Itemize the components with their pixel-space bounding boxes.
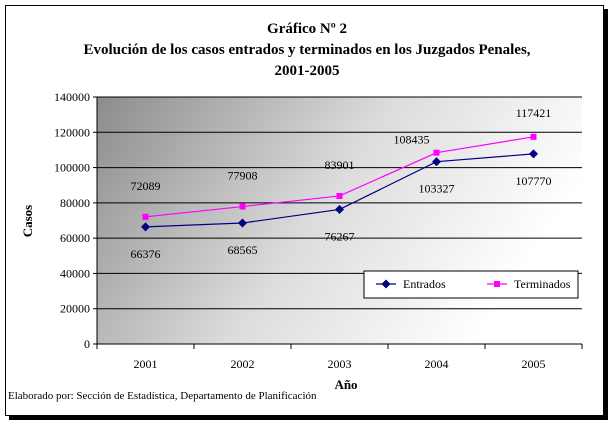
x-tick-label: 2003 [328, 357, 352, 371]
x-tick-labels: 2001 2002 2003 2004 2005 [134, 357, 546, 371]
marker-entrados [237, 218, 248, 228]
marker-terminados [494, 281, 500, 287]
y-tick-label: 100000 [54, 161, 90, 175]
marker-entrados [431, 157, 442, 167]
x-axis-title: Año [334, 377, 357, 392]
marker-entrados [381, 279, 391, 289]
data-label-terminados: 108435 [394, 133, 430, 147]
y-tick-labels: 0 20000 40000 60000 80000 100000 120000 140000 [54, 90, 90, 351]
y-tick-label: 0 [84, 337, 90, 351]
marker-terminados [239, 203, 246, 210]
data-label-terminados: 77908 [228, 169, 258, 183]
x-tick-label: 2004 [425, 357, 449, 371]
legend: Entrados Terminados [363, 270, 579, 299]
y-tick-label: 120000 [54, 125, 90, 139]
data-label-entrados: 66376 [131, 247, 161, 261]
marker-entrados [334, 204, 345, 214]
marker-terminados [530, 133, 537, 140]
marker-terminados [433, 149, 440, 156]
marker-entrados [140, 222, 151, 232]
series-lines [140, 133, 539, 232]
legend-label: Terminados [514, 277, 571, 291]
legend-label: Entrados [403, 277, 446, 291]
chart-title: Gráfico Nº 2 [267, 21, 347, 37]
chart-subtitle: Evolución de los casos entrados y termin… [83, 42, 530, 58]
marker-entrados [528, 149, 539, 159]
y-tick-label: 40000 [60, 266, 90, 280]
data-label-entrados: 107770 [516, 174, 552, 188]
y-tick-label: 20000 [60, 302, 90, 316]
data-label-terminados: 72089 [131, 179, 161, 193]
chart-frame: Gráfico Nº 2 Evolución de los casos entr… [5, 5, 604, 416]
grid-lines [97, 96, 582, 310]
chart-subtitle-years: 2001-2005 [275, 63, 340, 79]
x-tick-label: 2005 [522, 357, 546, 371]
data-label-entrados: 68565 [228, 243, 258, 257]
data-label-terminados: 117421 [516, 106, 552, 120]
data-label-entrados: 76267 [325, 229, 355, 243]
y-tick-label: 80000 [60, 196, 90, 210]
y-axis-title: Casos [20, 205, 35, 238]
x-tick-label: 2002 [231, 357, 255, 371]
data-labels: 66376 68565 76267 103327 107770 72089 77908 839… [131, 106, 552, 261]
x-tick-label: 2001 [134, 357, 158, 371]
axes [93, 96, 583, 349]
source-note: Elaborado por: Sección de Estadística, D… [8, 390, 317, 402]
marker-terminados [142, 213, 149, 220]
data-label-entrados: 103327 [419, 182, 455, 196]
plot-area [97, 97, 582, 344]
legend-box [363, 270, 579, 299]
marker-terminados [336, 192, 343, 199]
y-tick-label: 60000 [60, 231, 90, 245]
data-label-terminados: 83901 [325, 158, 355, 172]
y-tick-label: 140000 [54, 90, 90, 104]
